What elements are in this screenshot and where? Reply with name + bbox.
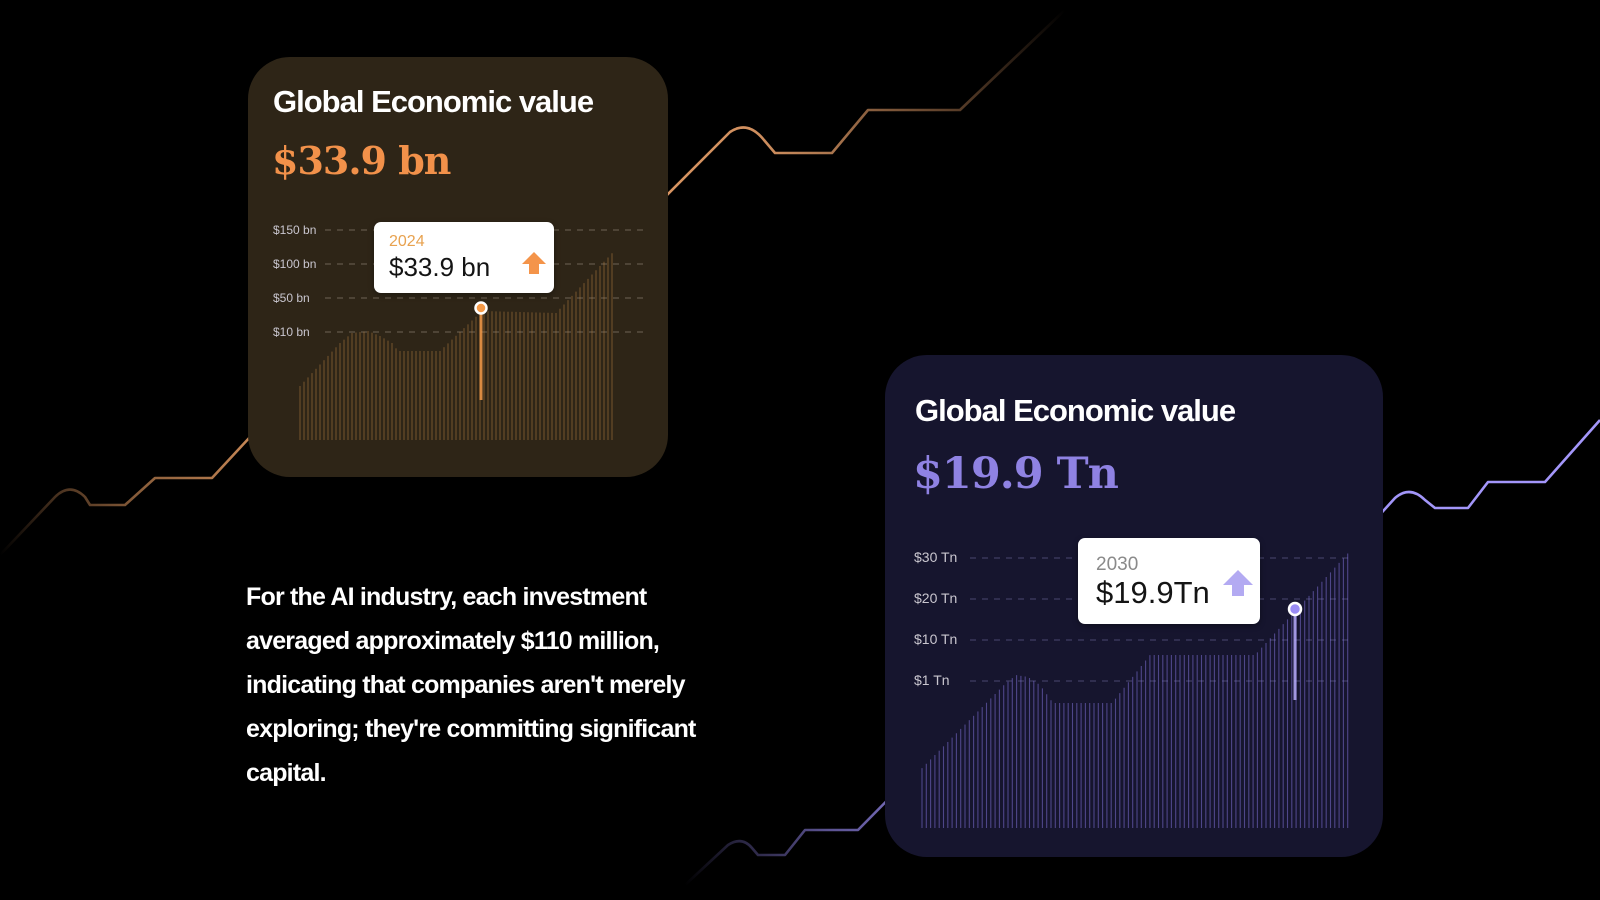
orange-y-tick-label: $10 bn bbox=[273, 325, 310, 339]
purple-y-tick-label: $10 Tn bbox=[914, 631, 958, 647]
purple-data-point bbox=[1287, 601, 1303, 617]
orange-card-value: $33.9 bn bbox=[272, 138, 451, 183]
orange-value-tooltip: 2024 $33.9 bn bbox=[374, 222, 554, 293]
purple-y-tick-label: $30 Tn bbox=[914, 549, 958, 565]
orange-y-tick-label: $50 bn bbox=[273, 291, 310, 305]
purple-y-tick-label: $20 Tn bbox=[914, 590, 958, 606]
orange-card-title: Global Economic value bbox=[273, 84, 594, 119]
purple-card-value: $19.9 Tn bbox=[913, 449, 1119, 499]
orange-y-tick-label: $100 bn bbox=[273, 257, 317, 271]
purple-highlight-marker bbox=[1287, 601, 1303, 700]
purple-card-title: Global Economic value bbox=[915, 393, 1236, 428]
orange-data-point bbox=[474, 301, 488, 315]
tooltip-year: 2024 bbox=[389, 233, 425, 250]
body-paragraph: For the AI industry, each investment ave… bbox=[246, 583, 696, 787]
purple-value-tooltip: 2030 $19.9Tn bbox=[1078, 538, 1260, 624]
tooltip-year: 2030 bbox=[1096, 554, 1139, 575]
orange-bar-series bbox=[299, 253, 613, 440]
purple-bar-series bbox=[921, 553, 1349, 828]
orange-y-tick-label: $150 bn bbox=[273, 223, 317, 237]
purple-y-tick-label: $1 Tn bbox=[914, 672, 950, 688]
orange-highlight-marker bbox=[474, 301, 488, 400]
tooltip-value: $19.9Tn bbox=[1096, 575, 1210, 610]
tooltip-value: $33.9 bn bbox=[389, 252, 491, 282]
